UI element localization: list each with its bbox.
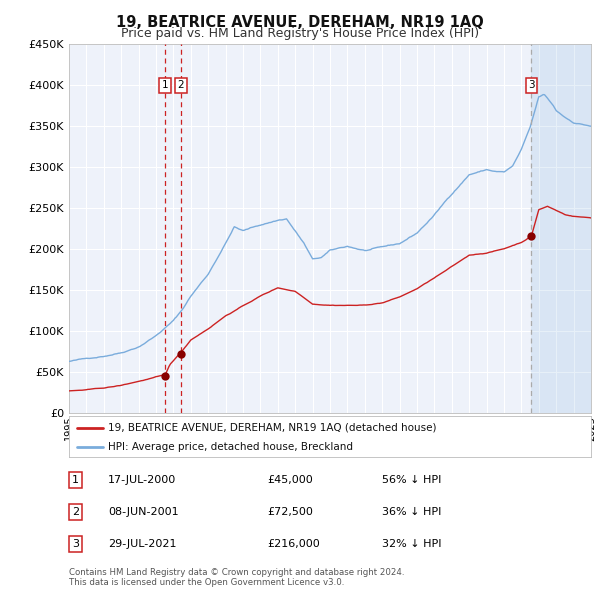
Bar [532, 44, 591, 413]
Text: 2: 2 [72, 507, 79, 517]
Text: £72,500: £72,500 [268, 507, 313, 517]
Text: 56% ↓ HPI: 56% ↓ HPI [382, 475, 442, 484]
Text: 1: 1 [72, 475, 79, 484]
Text: 19, BEATRICE AVENUE, DEREHAM, NR19 1AQ (detached house): 19, BEATRICE AVENUE, DEREHAM, NR19 1AQ (… [108, 422, 437, 432]
Text: 36% ↓ HPI: 36% ↓ HPI [382, 507, 442, 517]
Text: HPI: Average price, detached house, Breckland: HPI: Average price, detached house, Brec… [108, 442, 353, 452]
Text: 19, BEATRICE AVENUE, DEREHAM, NR19 1AQ: 19, BEATRICE AVENUE, DEREHAM, NR19 1AQ [116, 15, 484, 30]
Text: £216,000: £216,000 [268, 539, 320, 549]
Text: 32% ↓ HPI: 32% ↓ HPI [382, 539, 442, 549]
Text: This data is licensed under the Open Government Licence v3.0.: This data is licensed under the Open Gov… [69, 578, 344, 587]
Text: 2: 2 [178, 80, 184, 90]
Text: Contains HM Land Registry data © Crown copyright and database right 2024.: Contains HM Land Registry data © Crown c… [69, 568, 404, 576]
Text: 08-JUN-2001: 08-JUN-2001 [108, 507, 179, 517]
Text: £45,000: £45,000 [268, 475, 313, 484]
Text: 1: 1 [162, 80, 169, 90]
Text: 3: 3 [72, 539, 79, 549]
Text: 17-JUL-2000: 17-JUL-2000 [108, 475, 176, 484]
Text: 29-JUL-2021: 29-JUL-2021 [108, 539, 176, 549]
Text: Price paid vs. HM Land Registry's House Price Index (HPI): Price paid vs. HM Land Registry's House … [121, 27, 479, 40]
Text: 3: 3 [528, 80, 535, 90]
